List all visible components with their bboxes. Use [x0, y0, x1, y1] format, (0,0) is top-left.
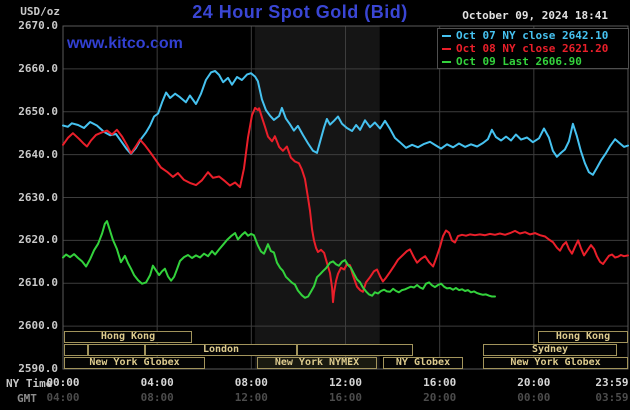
- session-box-hong-kong: Hong Kong: [538, 331, 628, 343]
- y-tick-label: 2670.0: [18, 19, 58, 32]
- legend-item-oct-09: Oct 09 Last 2606.90: [438, 55, 628, 68]
- legend-box: Oct 07 NY close 2642.10 Oct 08 NY close 2…: [437, 28, 629, 69]
- x-tick-ny-label: 16:00: [423, 376, 457, 389]
- x-tick-ny-label: 12:00: [328, 376, 363, 389]
- series-oct-07-line: [62, 70, 629, 176]
- x-tick-ny-label: 04:00: [140, 376, 174, 389]
- legend-item-oct-07: Oct 07 NY close 2642.10: [438, 29, 628, 42]
- x-tick-ny-label: 08:00: [234, 376, 268, 389]
- legend-label-oct-09: Oct 09 Last 2606.90: [456, 55, 582, 68]
- series-oct-08-line: [62, 106, 629, 304]
- legend-marker-oct-07: [442, 34, 451, 37]
- x-tick-gmt-label: 03:59: [595, 391, 629, 404]
- session-box-new-york-globex: New York Globex: [483, 357, 628, 369]
- ny-time-axis-label: NY Time: [6, 377, 53, 390]
- session-box-london: London: [145, 344, 297, 356]
- session-box-sydney: Sydney: [483, 344, 617, 356]
- x-tick-gmt-label: 08:00: [140, 391, 174, 404]
- session-box-ny-globex: NY Globex: [383, 357, 463, 369]
- x-tick-ny-label: 20:00: [517, 376, 551, 389]
- session-box-new-york-nymex: New York NYMEX: [257, 357, 377, 369]
- x-tick-gmt-label: 20:00: [423, 391, 457, 404]
- y-axis-unit-label: USD/oz: [20, 5, 60, 18]
- series-oct-09-line: [62, 220, 496, 299]
- x-tick-gmt-label: 12:00: [234, 391, 268, 404]
- y-tick-label: 2630.0: [18, 190, 58, 204]
- y-tick-label: 2660.0: [18, 61, 58, 75]
- y-tick-label: 2600.0: [18, 319, 58, 333]
- kitco-watermark-link[interactable]: www.kitco.com: [67, 35, 183, 52]
- timestamp: October 09, 2024 18:41: [462, 9, 608, 22]
- legend-label-oct-07: Oct 07 NY close 2642.10: [456, 29, 609, 42]
- x-tick-gmt-label: 00:00: [517, 391, 551, 404]
- legend-item-oct-08: Oct 08 NY close 2621.20: [438, 42, 628, 55]
- legend-label-oct-08: Oct 08 NY close 2621.20: [456, 42, 609, 55]
- page-title: 24 Hour Spot Gold (Bid): [192, 2, 408, 22]
- session-box-empty: [88, 344, 145, 356]
- y-tick-label: 2650.0: [18, 104, 58, 118]
- y-tick-label: 2590.0: [18, 362, 58, 375]
- session-box-empty: [64, 344, 88, 356]
- x-tick-gmt-label: 16:00: [328, 391, 363, 404]
- session-box-new-york-globex: New York Globex: [64, 357, 205, 369]
- y-tick-label: 2610.0: [18, 276, 58, 290]
- x-tick-gmt-label: 04:00: [46, 391, 80, 404]
- gmt-axis-label: GMT: [17, 392, 37, 405]
- y-tick-label: 2640.0: [18, 147, 58, 161]
- y-tick-label: 2620.0: [18, 233, 58, 247]
- legend-marker-oct-09: [442, 60, 451, 63]
- session-box-hong-kong: Hong Kong: [64, 331, 192, 343]
- x-tick-ny-label: 00:00: [46, 376, 80, 389]
- session-box-empty: [297, 344, 413, 356]
- x-tick-ny-label: 23:59: [595, 376, 629, 389]
- plot-border: [62, 25, 629, 370]
- legend-marker-oct-08: [442, 47, 451, 50]
